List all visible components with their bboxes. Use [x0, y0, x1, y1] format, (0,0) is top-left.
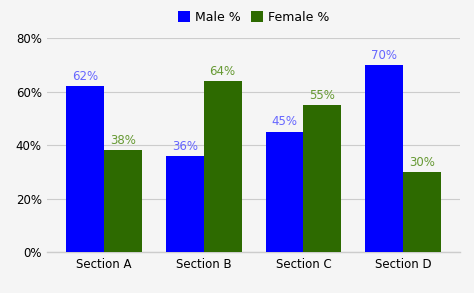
Text: 70%: 70% — [371, 49, 397, 62]
Bar — [166, 156, 204, 252]
Text: 45%: 45% — [272, 115, 298, 128]
Text: 36%: 36% — [172, 139, 198, 153]
Bar — [303, 105, 341, 252]
Text: 55%: 55% — [310, 89, 335, 102]
Text: 62%: 62% — [72, 70, 98, 83]
Bar — [66, 86, 104, 252]
Legend: Male %, Female %: Male %, Female % — [173, 6, 335, 29]
Bar — [365, 65, 403, 252]
Text: 38%: 38% — [110, 134, 136, 147]
Bar — [104, 150, 142, 252]
Bar — [265, 132, 303, 252]
Text: 30%: 30% — [409, 156, 435, 168]
Text: 64%: 64% — [210, 65, 236, 78]
Bar — [403, 172, 441, 252]
Bar — [204, 81, 242, 252]
